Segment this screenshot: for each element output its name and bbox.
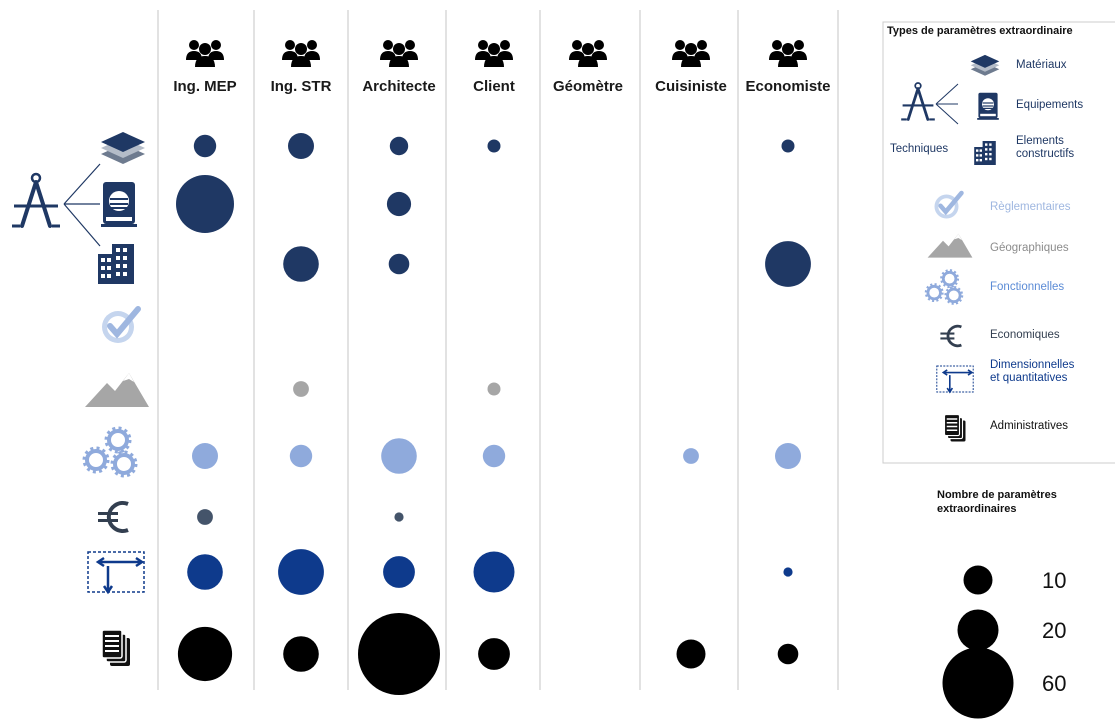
equipment-icon	[101, 182, 137, 227]
column-label-ing-mep: Ing. MEP	[173, 78, 236, 95]
legend-item-economiques: Economiques	[990, 329, 1060, 341]
size-legend-bubble	[963, 565, 993, 595]
bubble-economiste-materiaux	[781, 139, 795, 153]
bubble-economiste-fonctionnelles	[775, 443, 801, 469]
documents-icon	[943, 413, 967, 443]
size-legend-value: 60	[1042, 671, 1066, 696]
column-label-client: Client	[473, 78, 515, 95]
bubble-ing-mep-equipements	[176, 175, 234, 233]
people-icon	[186, 40, 224, 67]
legend-item-reglementaires: Règlementaires	[990, 201, 1071, 213]
bubble-architecte-dimensionnelles-et-quantitatives	[383, 556, 415, 588]
techniques-bracket	[63, 163, 101, 247]
bubble-economiste-administratives	[777, 643, 799, 665]
legend: Types de paramètres extraordinaire Matér…	[882, 21, 1115, 464]
mountain-icon	[85, 373, 149, 407]
column-dividers	[157, 10, 839, 690]
people-icon	[769, 40, 807, 67]
bubble-cuisiniste-fonctionnelles	[683, 448, 699, 464]
bubble-ing-str-dimensionnelles-et-quantitatives	[278, 549, 324, 595]
bubble-ing-str-fonctionnelles	[289, 444, 313, 468]
compass-icon	[10, 172, 62, 228]
bubble-ing-str-elements-constructifs	[283, 246, 319, 282]
column-label-economiste: Economiste	[745, 78, 830, 95]
bubble-client-geographiques	[487, 382, 501, 396]
bubble-cuisiniste-administratives	[676, 639, 706, 669]
bubble-architecte-fonctionnelles	[381, 438, 417, 474]
legend-item-elements-constructifs: Elements constructifs	[1016, 135, 1074, 160]
legend-item-administratives: Administratives	[990, 420, 1068, 432]
bubble-architecte-elements-constructifs	[388, 253, 410, 275]
column-label-cuisiniste: Cuisiniste	[655, 78, 727, 95]
gears-icon	[84, 428, 136, 476]
building-icon	[98, 244, 134, 284]
equipment-icon	[977, 92, 999, 120]
size-legend-title: Nombre de paramètres extraordinaires	[937, 489, 1060, 515]
bubble-client-materiaux	[487, 139, 501, 153]
bubble-client-administratives	[478, 638, 510, 670]
bubble-architecte-administratives	[358, 613, 440, 695]
row-icons	[10, 132, 149, 667]
size-legend-bubble	[942, 647, 1014, 719]
size-legend-value: 10	[1042, 568, 1066, 593]
people-icon	[475, 40, 513, 67]
column-label-geometre: Géomètre	[553, 78, 623, 95]
bubble-economiste-dimensionnelles-et-quantitatives	[783, 567, 793, 577]
column-headers: Ing. MEP Ing. STR Architecte Client Géomètre…	[173, 40, 831, 95]
legend-frame	[882, 21, 1115, 464]
bubble-architecte-equipements	[386, 191, 412, 217]
bubble-ing-str-materiaux	[288, 133, 314, 159]
size-legend-bubble	[957, 609, 999, 651]
legend-item-dimensionnelles-et-quantitatives: Dimensionnelles et quantitatives	[990, 359, 1075, 384]
layers-icon	[101, 132, 145, 164]
bubbles	[176, 133, 811, 695]
euro-icon	[96, 501, 130, 533]
bubble-ing-mep-administratives	[177, 626, 233, 682]
bubble-ing-str-geographiques	[293, 381, 309, 397]
people-icon	[282, 40, 320, 67]
legend-techniques-bracket	[935, 83, 959, 125]
legend-item-materiaux: Matériaux	[1016, 59, 1067, 71]
size-legend-value: 20	[1042, 618, 1066, 643]
bubble-ing-mep-dimensionnelles-et-quantitatives	[187, 554, 223, 590]
legend-item-fonctionnelles: Fonctionnelles	[990, 281, 1064, 293]
bubble-architecte-materiaux	[389, 136, 409, 156]
bubble-economiste-elements-constructifs	[765, 241, 811, 287]
column-label-architecte: Architecte	[362, 78, 435, 95]
legend-group-label: Techniques	[890, 143, 948, 155]
column-label-ing-str: Ing. STR	[271, 78, 332, 95]
people-icon	[569, 40, 607, 67]
legend-title: Types de paramètres extraordinaire	[887, 25, 1073, 37]
bubble-client-fonctionnelles	[482, 444, 506, 468]
bubble-ing-mep-materiaux	[193, 134, 217, 158]
people-icon	[672, 40, 710, 67]
people-icon	[380, 40, 418, 67]
bubble-ing-mep-economiques	[197, 509, 213, 525]
bubble-ing-mep-fonctionnelles	[192, 443, 218, 469]
bubble-client-dimensionnelles-et-quantitatives	[473, 551, 515, 593]
size-legend: Nombre de paramètres extraordinaires 10 2…	[937, 489, 1066, 719]
check-icon	[102, 309, 138, 343]
bubble-architecte-economiques	[394, 512, 404, 522]
bubble-ing-str-administratives	[283, 636, 319, 672]
legend-item-geographiques: Géographiques	[990, 242, 1069, 254]
documents-icon	[101, 629, 131, 667]
dimension-icon	[86, 550, 146, 594]
legend-item-equipements: Equipements	[1016, 99, 1083, 111]
